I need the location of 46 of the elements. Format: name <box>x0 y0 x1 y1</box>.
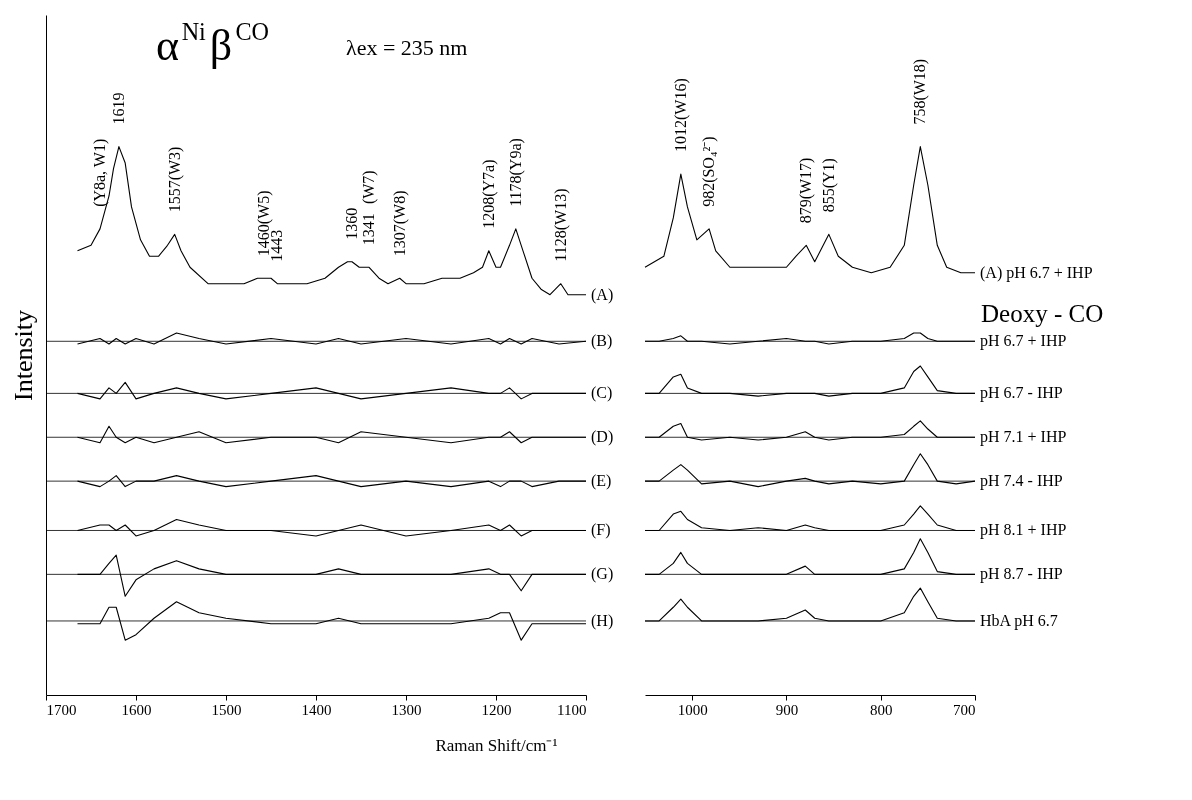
annotation: (H) <box>591 611 614 630</box>
annotation: pH 6.7 - IHP <box>980 384 1063 403</box>
annotation: (A) <box>591 285 614 304</box>
annotation: (F) <box>591 521 611 540</box>
annotation: (G) <box>591 565 614 584</box>
annotation: 1012(W16) <box>671 78 690 153</box>
annotation: (A) pH 6.7 + IHP <box>980 263 1093 282</box>
x-tick-label: 1100 <box>557 701 587 718</box>
chart-subtitle: λex = 235 nm <box>346 35 468 60</box>
x-tick-label: 700 <box>953 701 976 718</box>
annotation: 1128(W13) <box>551 188 570 262</box>
annotation: pH 7.1 + IHP <box>980 428 1067 447</box>
x-tick-label: 1700 <box>46 701 77 718</box>
annotation: 1208(Y7a) <box>479 159 498 229</box>
annotation: pH 8.7 - IHP <box>980 565 1063 584</box>
annotation: 855(Y1) <box>819 158 838 213</box>
annotation: 1307(W8) <box>390 190 409 257</box>
x-axis-title: Raman Shift/cm⁻¹ <box>435 735 558 755</box>
annotation: 1360 <box>343 207 360 240</box>
annotation: HbA pH 6.7 <box>980 611 1058 630</box>
x-tick-label: 1300 <box>391 701 422 718</box>
x-tick-label: 800 <box>869 701 893 718</box>
x-tick-label: 1200 <box>481 701 512 718</box>
annotation: (C) <box>591 384 613 403</box>
annotation: 758(W18) <box>911 58 930 125</box>
annotation: (E) <box>591 472 612 491</box>
annotation: pH 8.1 + IHP <box>980 521 1067 540</box>
annotation: 879(W17) <box>797 157 816 224</box>
annotation: pH 6.7 + IHP <box>980 332 1067 351</box>
annotation: 1619 <box>109 92 127 125</box>
x-tick-label: 1000 <box>677 701 708 718</box>
x-tick-label: 900 <box>775 701 799 718</box>
x-tick-label: 1400 <box>301 701 332 718</box>
annotation: 1557(W3) <box>165 146 184 213</box>
annotation: (B) <box>591 332 613 351</box>
y-axis-title: Intensity <box>8 310 38 401</box>
annotation: (D) <box>591 428 614 447</box>
annotation: 982(SO₄²⁻) <box>700 136 719 207</box>
text: Deoxy - CO <box>981 300 1104 328</box>
x-tick-label: 1600 <box>121 701 152 718</box>
annotation: (W7) <box>360 170 379 205</box>
annotation: (Y8a, W1) <box>91 138 109 207</box>
x-tick-label: 1500 <box>211 701 242 718</box>
annotation: pH 7.4 - IHP <box>980 472 1063 491</box>
annotation: 1178(Y9a) <box>506 138 525 207</box>
annotation: 1341 <box>360 213 378 246</box>
